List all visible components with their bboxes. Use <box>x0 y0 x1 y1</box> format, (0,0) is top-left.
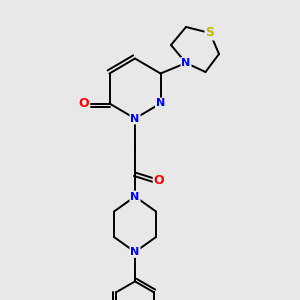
Text: N: N <box>156 98 165 109</box>
Text: O: O <box>79 97 89 110</box>
Text: N: N <box>130 113 140 124</box>
Text: N: N <box>130 247 140 257</box>
Text: N: N <box>130 191 140 202</box>
Text: O: O <box>154 173 164 187</box>
Text: S: S <box>206 26 214 40</box>
Text: N: N <box>182 58 190 68</box>
